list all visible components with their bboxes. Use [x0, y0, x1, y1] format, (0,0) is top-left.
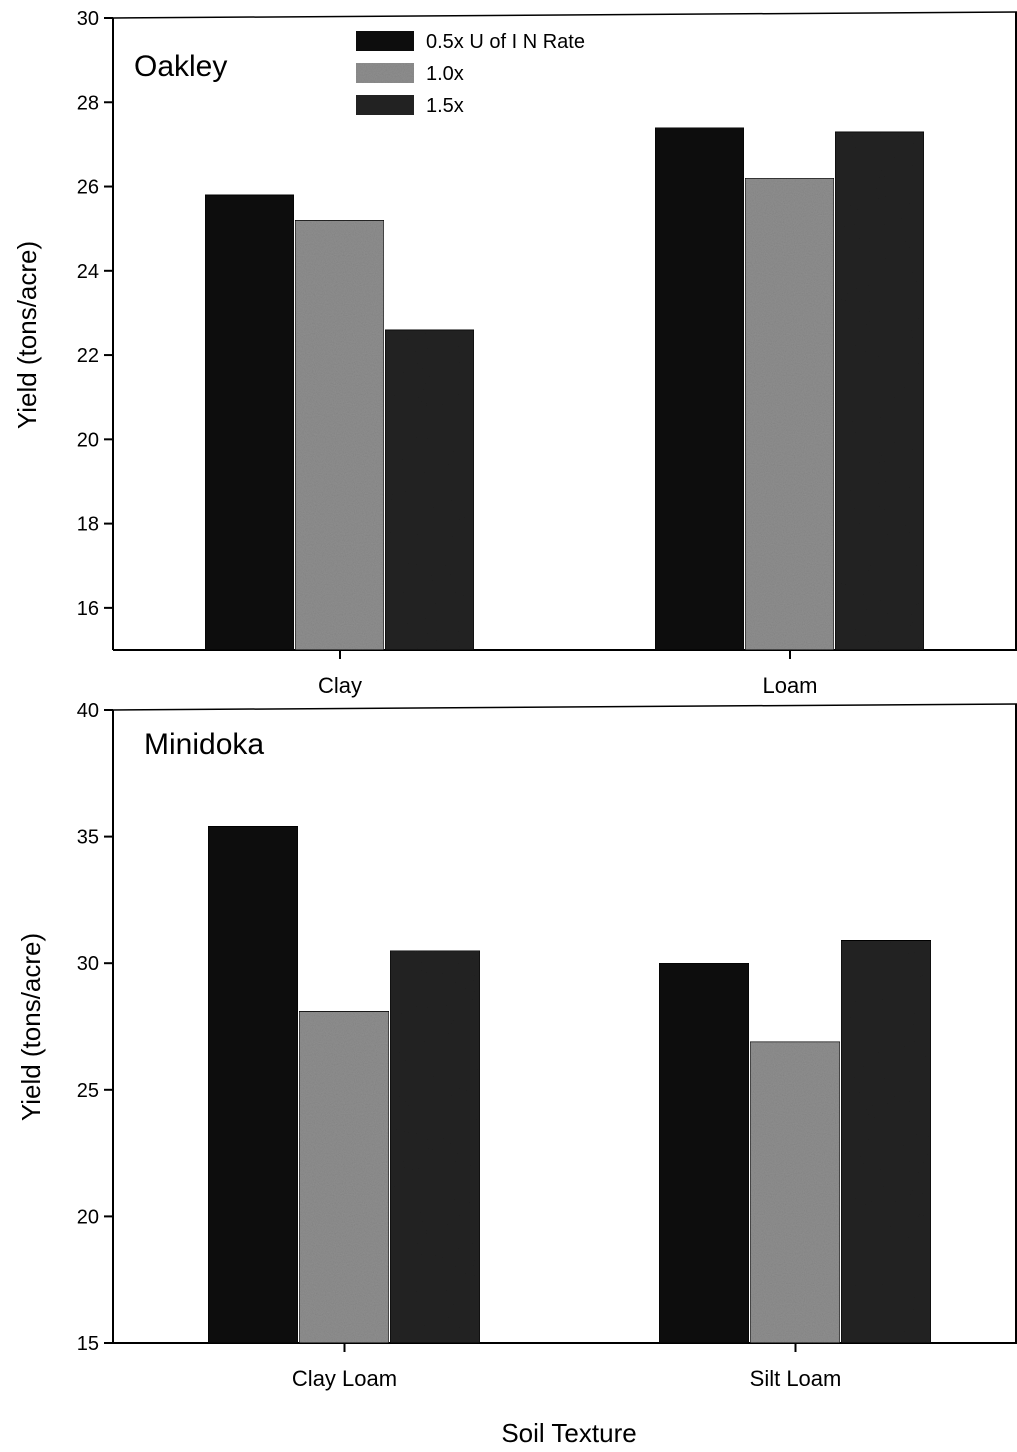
oakley-x-ticks: Clay Loam: [318, 650, 818, 698]
minidoka-bar-silt-loam-0-5x: [658, 962, 750, 1344]
minidoka-y-tick-label-35: 35: [77, 827, 99, 849]
oakley-y-tick-label-26: 26: [77, 177, 99, 199]
minidoka-y-axis-title: Yield (tons/acre): [16, 933, 46, 1121]
oakley-bars: [204, 127, 925, 651]
oakley-y-tick-label-20: 20: [77, 429, 99, 451]
minidoka-bars: [207, 825, 932, 1344]
legend-label-1-0x: 1.0x: [426, 63, 464, 85]
minidoka-bar-clay-loam-1-5x: [389, 950, 481, 1344]
legend-swatch-1-0x: [356, 63, 414, 83]
oakley-panel: 16 18 20 22 24 26 28 30 Clay Loam Oakley Yield (…: [12, 8, 1017, 698]
oakley-y-tick-label-28: 28: [77, 92, 99, 114]
legend-swatch-0-5x: [356, 31, 414, 51]
minidoka-y-tick-label-25: 25: [77, 1080, 99, 1102]
oakley-y-tick-label-22: 22: [77, 345, 99, 367]
oakley-y-ticks: 16 18 20 22 24 26 28 30: [77, 8, 113, 620]
oakley-bar-loam-1-0x: [744, 177, 835, 651]
oakley-bar-clay-0-5x: [204, 194, 295, 651]
legend: 0.5x U of I N Rate 1.0x 1.5x: [356, 31, 585, 117]
minidoka-bar-silt-loam-1-0x: [749, 1041, 841, 1344]
minidoka-y-ticks: 15 20 25 30 35 40: [77, 700, 113, 1355]
oakley-x-tick-label-0: Clay: [318, 673, 362, 698]
legend-swatch-1-5x: [356, 95, 414, 115]
oakley-title: Oakley: [134, 50, 227, 83]
minidoka-bar-silt-loam-1-5x: [840, 939, 932, 1344]
oakley-bar-clay-1-5x: [384, 329, 475, 651]
oakley-y-tick-label-16: 16: [77, 598, 99, 620]
oakley-y-tick-label-24: 24: [77, 261, 99, 283]
legend-label-1-5x: 1.5x: [426, 95, 464, 117]
minidoka-panel: 15 20 25 30 35 40 Clay Loam Silt Loam Minidoka…: [16, 700, 1017, 1448]
oakley-bar-clay-1-0x: [294, 219, 385, 651]
minidoka-bar-clay-loam-1-0x: [298, 1010, 390, 1344]
minidoka-x-ticks: Clay Loam Silt Loam: [292, 1343, 841, 1391]
oakley-bar-loam-0-5x: [654, 127, 745, 651]
oakley-y-tick-label-30: 30: [77, 8, 99, 30]
minidoka-y-tick-label-20: 20: [77, 1206, 99, 1228]
oakley-bar-loam-1-5x: [834, 131, 925, 651]
oakley-y-axis-title: Yield (tons/acre): [12, 241, 42, 429]
minidoka-bar-clay-loam-0-5x: [207, 825, 299, 1344]
minidoka-x-tick-label-1: Silt Loam: [750, 1366, 842, 1391]
minidoka-x-tick-label-0: Clay Loam: [292, 1366, 397, 1391]
minidoka-title: Minidoka: [144, 728, 264, 761]
minidoka-y-tick-label-40: 40: [77, 700, 99, 722]
minidoka-y-tick-label-15: 15: [77, 1333, 99, 1355]
oakley-x-tick-label-1: Loam: [762, 673, 817, 698]
legend-label-0-5x: 0.5x U of I N Rate: [426, 31, 585, 53]
minidoka-y-tick-label-30: 30: [77, 953, 99, 975]
x-axis-title: Soil Texture: [501, 1418, 636, 1448]
oakley-y-tick-label-18: 18: [77, 514, 99, 536]
